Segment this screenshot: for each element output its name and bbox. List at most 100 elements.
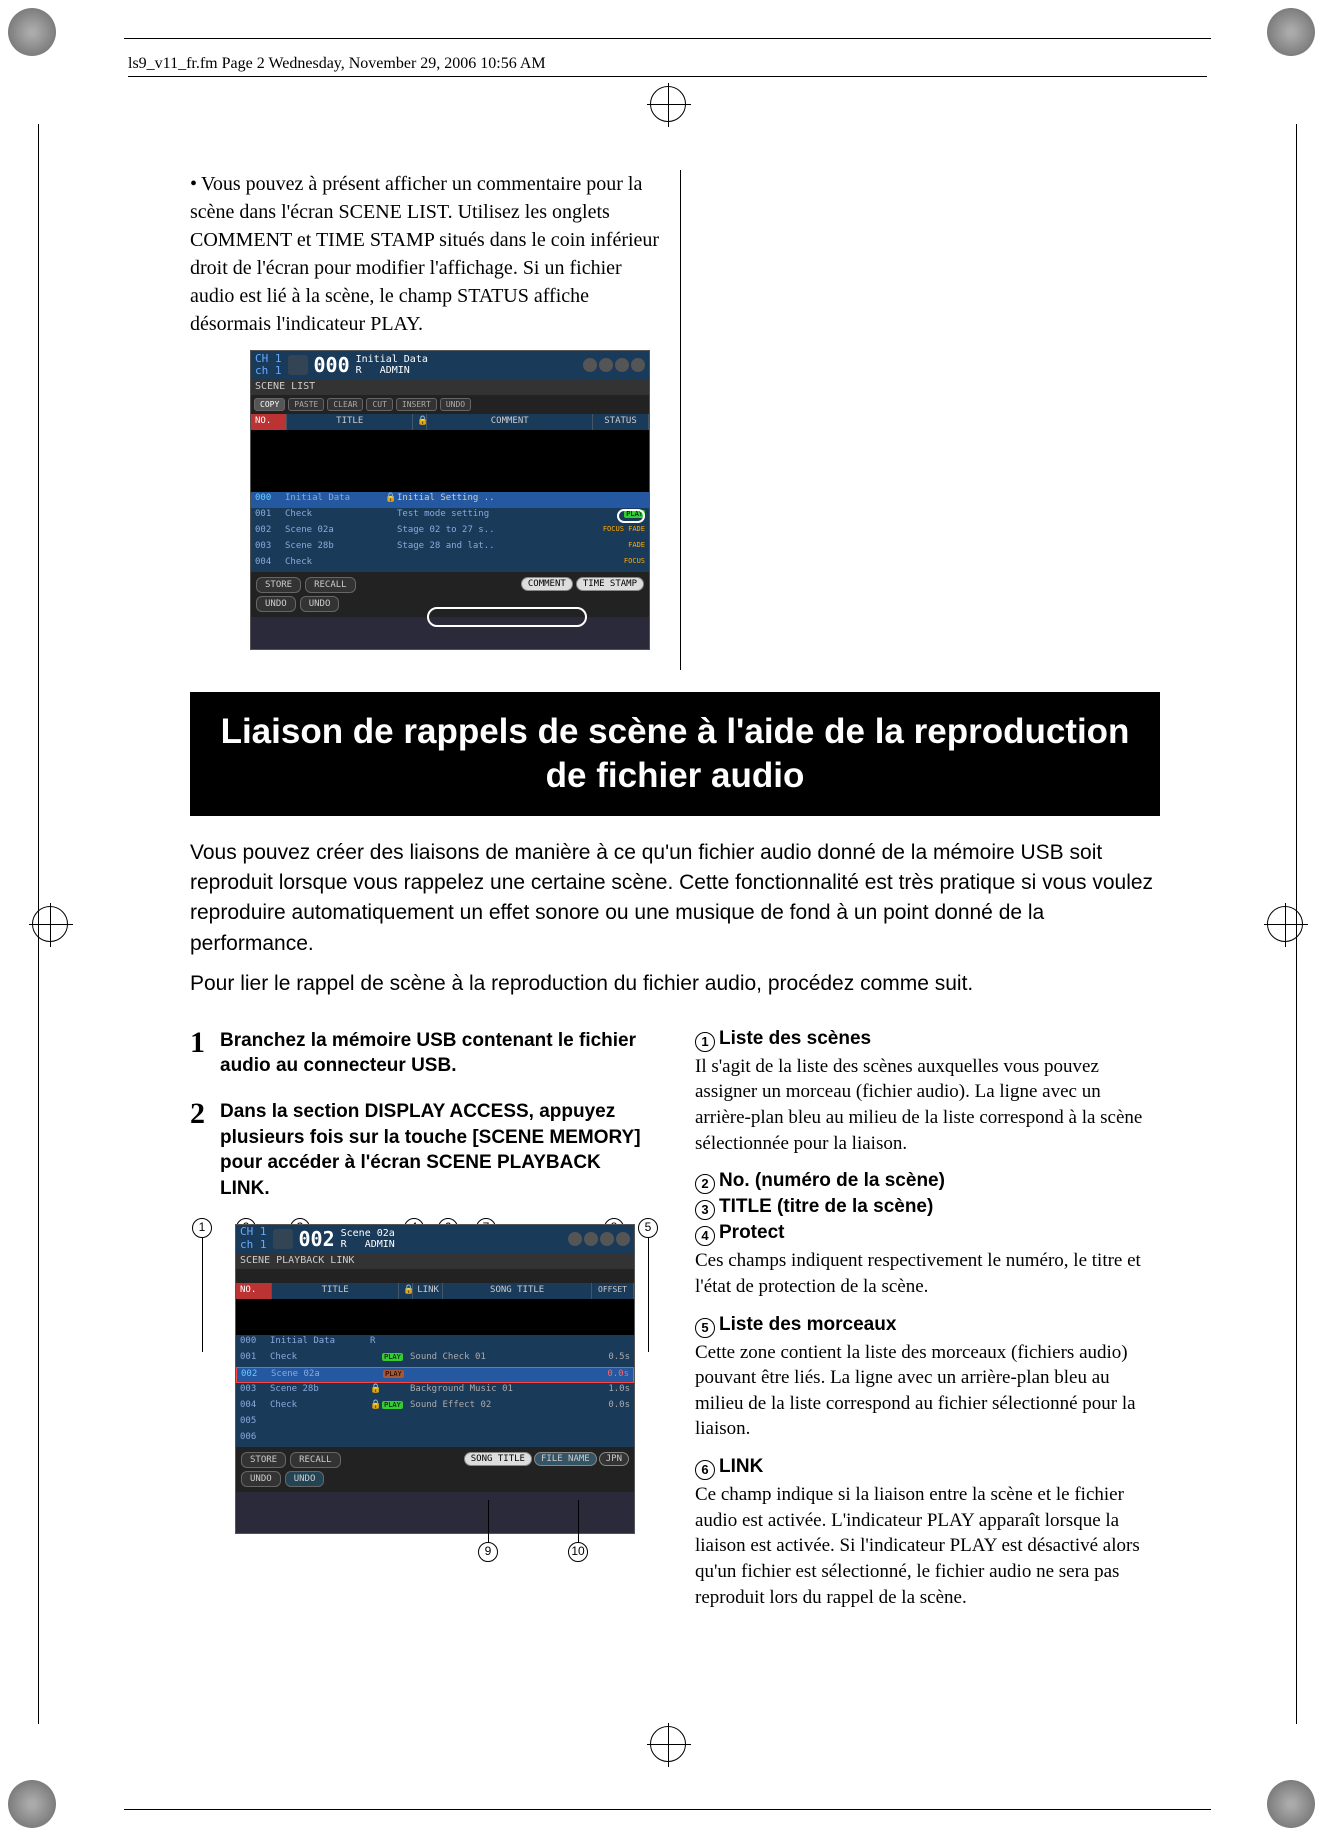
s2-filename-tab: FILE NAME [534,1452,597,1466]
st2-knob [599,358,613,372]
s1-hl-no: 000 [251,492,281,508]
s1-clear-button: CLEAR [327,398,363,411]
step-2-text: Dans la section DISPLAY ACCESS, appuyez … [220,1099,655,1202]
step-2-number: 2 [190,1099,210,1202]
tabs-highlight-circle [427,607,587,627]
circled-3: 3 [695,1200,715,1220]
s1-insert-button: INSERT [396,398,437,411]
s2-row-bot-3: 006 [236,1431,634,1447]
screenshot-playback-link: CH 1ch 1 002 Scene 02aR ADMIN SCENE PLAY… [235,1224,635,1534]
s2-scene-num: 002 [299,1227,335,1251]
s2-eq-icon [273,1229,293,1249]
s1-timestamp-tab: TIME STAMP [576,577,644,591]
step-1-number: 1 [190,1028,210,1079]
s2-play-ind-1: PLAY [382,1353,403,1361]
s2-ch-sub: ch 1 [240,1238,267,1251]
corner-mark-br [1267,1780,1327,1840]
step-1-text: Branchez la mémoire USB contenant le fic… [220,1028,655,1079]
s1-row-2: 002 Scene 02a Stage 02 to 27 s.. FOCUS F… [251,524,649,540]
s2-hdr-songtitle: SONG TITLE [443,1283,592,1299]
intro-bullet: •Vous pouvez à présent afficher un comme… [190,170,660,338]
registration-mark-left [32,906,68,942]
s2-st1-knob [568,1232,582,1246]
s1-scene-name: Initial Data [356,354,428,365]
item-3-title: 3TITLE (titre de la scène) [695,1196,1160,1220]
item-4-body: Ces champs indiquent respectivement le n… [695,1248,1160,1299]
circled-5: 5 [695,1318,715,1338]
s2-play-ind-3: PLAY [382,1401,403,1409]
item-1-title: 1Liste des scènes [695,1028,1160,1052]
s1-scene-r: R [356,365,362,376]
s2-highlight-row: 002 Scene 02a PLAY 0.0s [236,1367,634,1383]
banner-line1: Liaison de rappels de scène à l'aide de … [200,710,1150,754]
s1-hdr-status: STATUS [593,414,649,430]
st4-knob [631,358,645,372]
s1-empty-area [251,430,649,492]
circled-2: 2 [695,1174,715,1194]
s2-songtitle-tab: SONG TITLE [464,1452,532,1466]
section-banner: Liaison de rappels de scène à l'aide de … [190,692,1160,816]
item-1-body: Il s'agit de la liste des scènes auxquel… [695,1054,1160,1157]
callout-10: 10 [568,1542,588,1562]
callout-1: 1 [192,1218,212,1238]
s2-jpn-tab: JPN [599,1452,629,1466]
s1-row-1: 001 Check Test mode setting PLAY [251,508,649,524]
s1-hdr-comment: COMMENT [427,414,593,430]
s1-screen-title: SCENE LIST [251,379,649,395]
s2-row-bot-1: 004 Check 🔒 PLAY Sound Effect 02 0.0s [236,1399,634,1415]
circled-1: 1 [695,1032,715,1052]
step-1: 1 Branchez la mémoire USB contenant le f… [190,1028,655,1079]
leader-10 [578,1500,579,1542]
s1-hdr-title: TITLE [287,414,413,430]
s1-undo1-button: UNDO [256,596,296,612]
s1-comment-tab: COMMENT [521,577,573,591]
s1-hl-lock-icon: 🔒 [381,492,393,508]
registration-mark-right [1267,906,1303,942]
s1-paste-button: PASTE [288,398,324,411]
s2-play-ind-hl: PLAY [383,1370,404,1378]
s1-scene-num: 000 [314,353,350,377]
s1-row-3: 003 Scene 28b Stage 28 and lat.. FADE [251,540,649,556]
item-5-title: 5Liste des morceaux [695,1314,1160,1338]
s2-undo1-button: UNDO [241,1471,281,1487]
s1-undo-button: UNDO [440,398,471,411]
intro-text: Vous pouvez à présent afficher un commen… [190,173,659,335]
eq-icon [288,355,308,375]
s1-hl-title: Initial Data [281,492,381,508]
st1-knob [583,358,597,372]
corner-mark-tl [8,8,68,68]
s2-admin: ADMIN [365,1239,395,1250]
s1-cut-button: CUT [366,398,392,411]
s2-ch-label: CH 1 [240,1225,267,1238]
s2-row-bot-2: 005 [236,1415,634,1431]
s2-st2-knob [584,1232,598,1246]
s2-store-button: STORE [241,1452,286,1468]
s2-st4-knob [616,1232,630,1246]
s1-hdr-no: NO. [251,414,287,430]
s1-copy-button: COPY [254,398,285,411]
banner-line2: de fichier audio [200,754,1150,798]
s2-undo2-button: UNDO [285,1471,325,1487]
s1-ch-label: CH 1 [255,352,282,365]
intro-paragraph-1: Vous pouvez créer des liaisons de manièr… [190,838,1160,960]
item-4-title: 4Protect [695,1222,1160,1246]
document-header: ls9_v11_fr.fm Page 2 Wednesday, November… [128,55,1207,77]
s2-recall-button: RECALL [290,1452,341,1468]
screenshot-scene-list: CH 1ch 1 000 Initial DataR ADMIN SCENE L… [250,350,650,650]
s1-recall-button: RECALL [305,577,356,593]
s1-undo2-button: UNDO [300,596,340,612]
s1-row-4: 004 Check FOCUS [251,556,649,572]
intro-paragraph-2: Pour lier le rappel de scène à la reprod… [190,969,1160,999]
s2-st3-knob [600,1232,614,1246]
item-5-body: Cette zone contient la liste des morceau… [695,1340,1160,1443]
s1-hdr-lock: 🔒 [413,414,427,430]
corner-mark-bl [8,1780,68,1840]
s1-admin: ADMIN [380,365,410,376]
st3-knob [615,358,629,372]
s2-row-bot-0: 003 Scene 28b 🔒 Background Music 01 1.0s [236,1383,634,1399]
leader-1 [202,1238,203,1352]
circled-4: 4 [695,1226,715,1246]
s1-store-button: STORE [256,577,301,593]
s2-row-top-0: 000 Initial Data R [236,1335,634,1351]
callout-9: 9 [478,1542,498,1562]
